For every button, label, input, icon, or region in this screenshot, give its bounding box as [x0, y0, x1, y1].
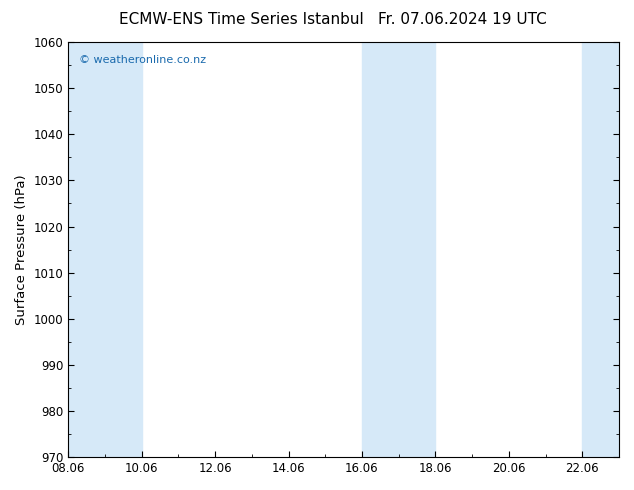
Bar [105, 42, 141, 457]
Bar [399, 42, 436, 457]
Text: Fr. 07.06.2024 19 UTC: Fr. 07.06.2024 19 UTC [378, 12, 547, 27]
Text: ECMW-ENS Time Series Istanbul: ECMW-ENS Time Series Istanbul [119, 12, 363, 27]
Bar [68, 42, 105, 457]
Text: © weatheronline.co.nz: © weatheronline.co.nz [79, 54, 206, 65]
Bar [362, 42, 399, 457]
Bar [582, 42, 619, 457]
Y-axis label: Surface Pressure (hPa): Surface Pressure (hPa) [15, 174, 28, 325]
